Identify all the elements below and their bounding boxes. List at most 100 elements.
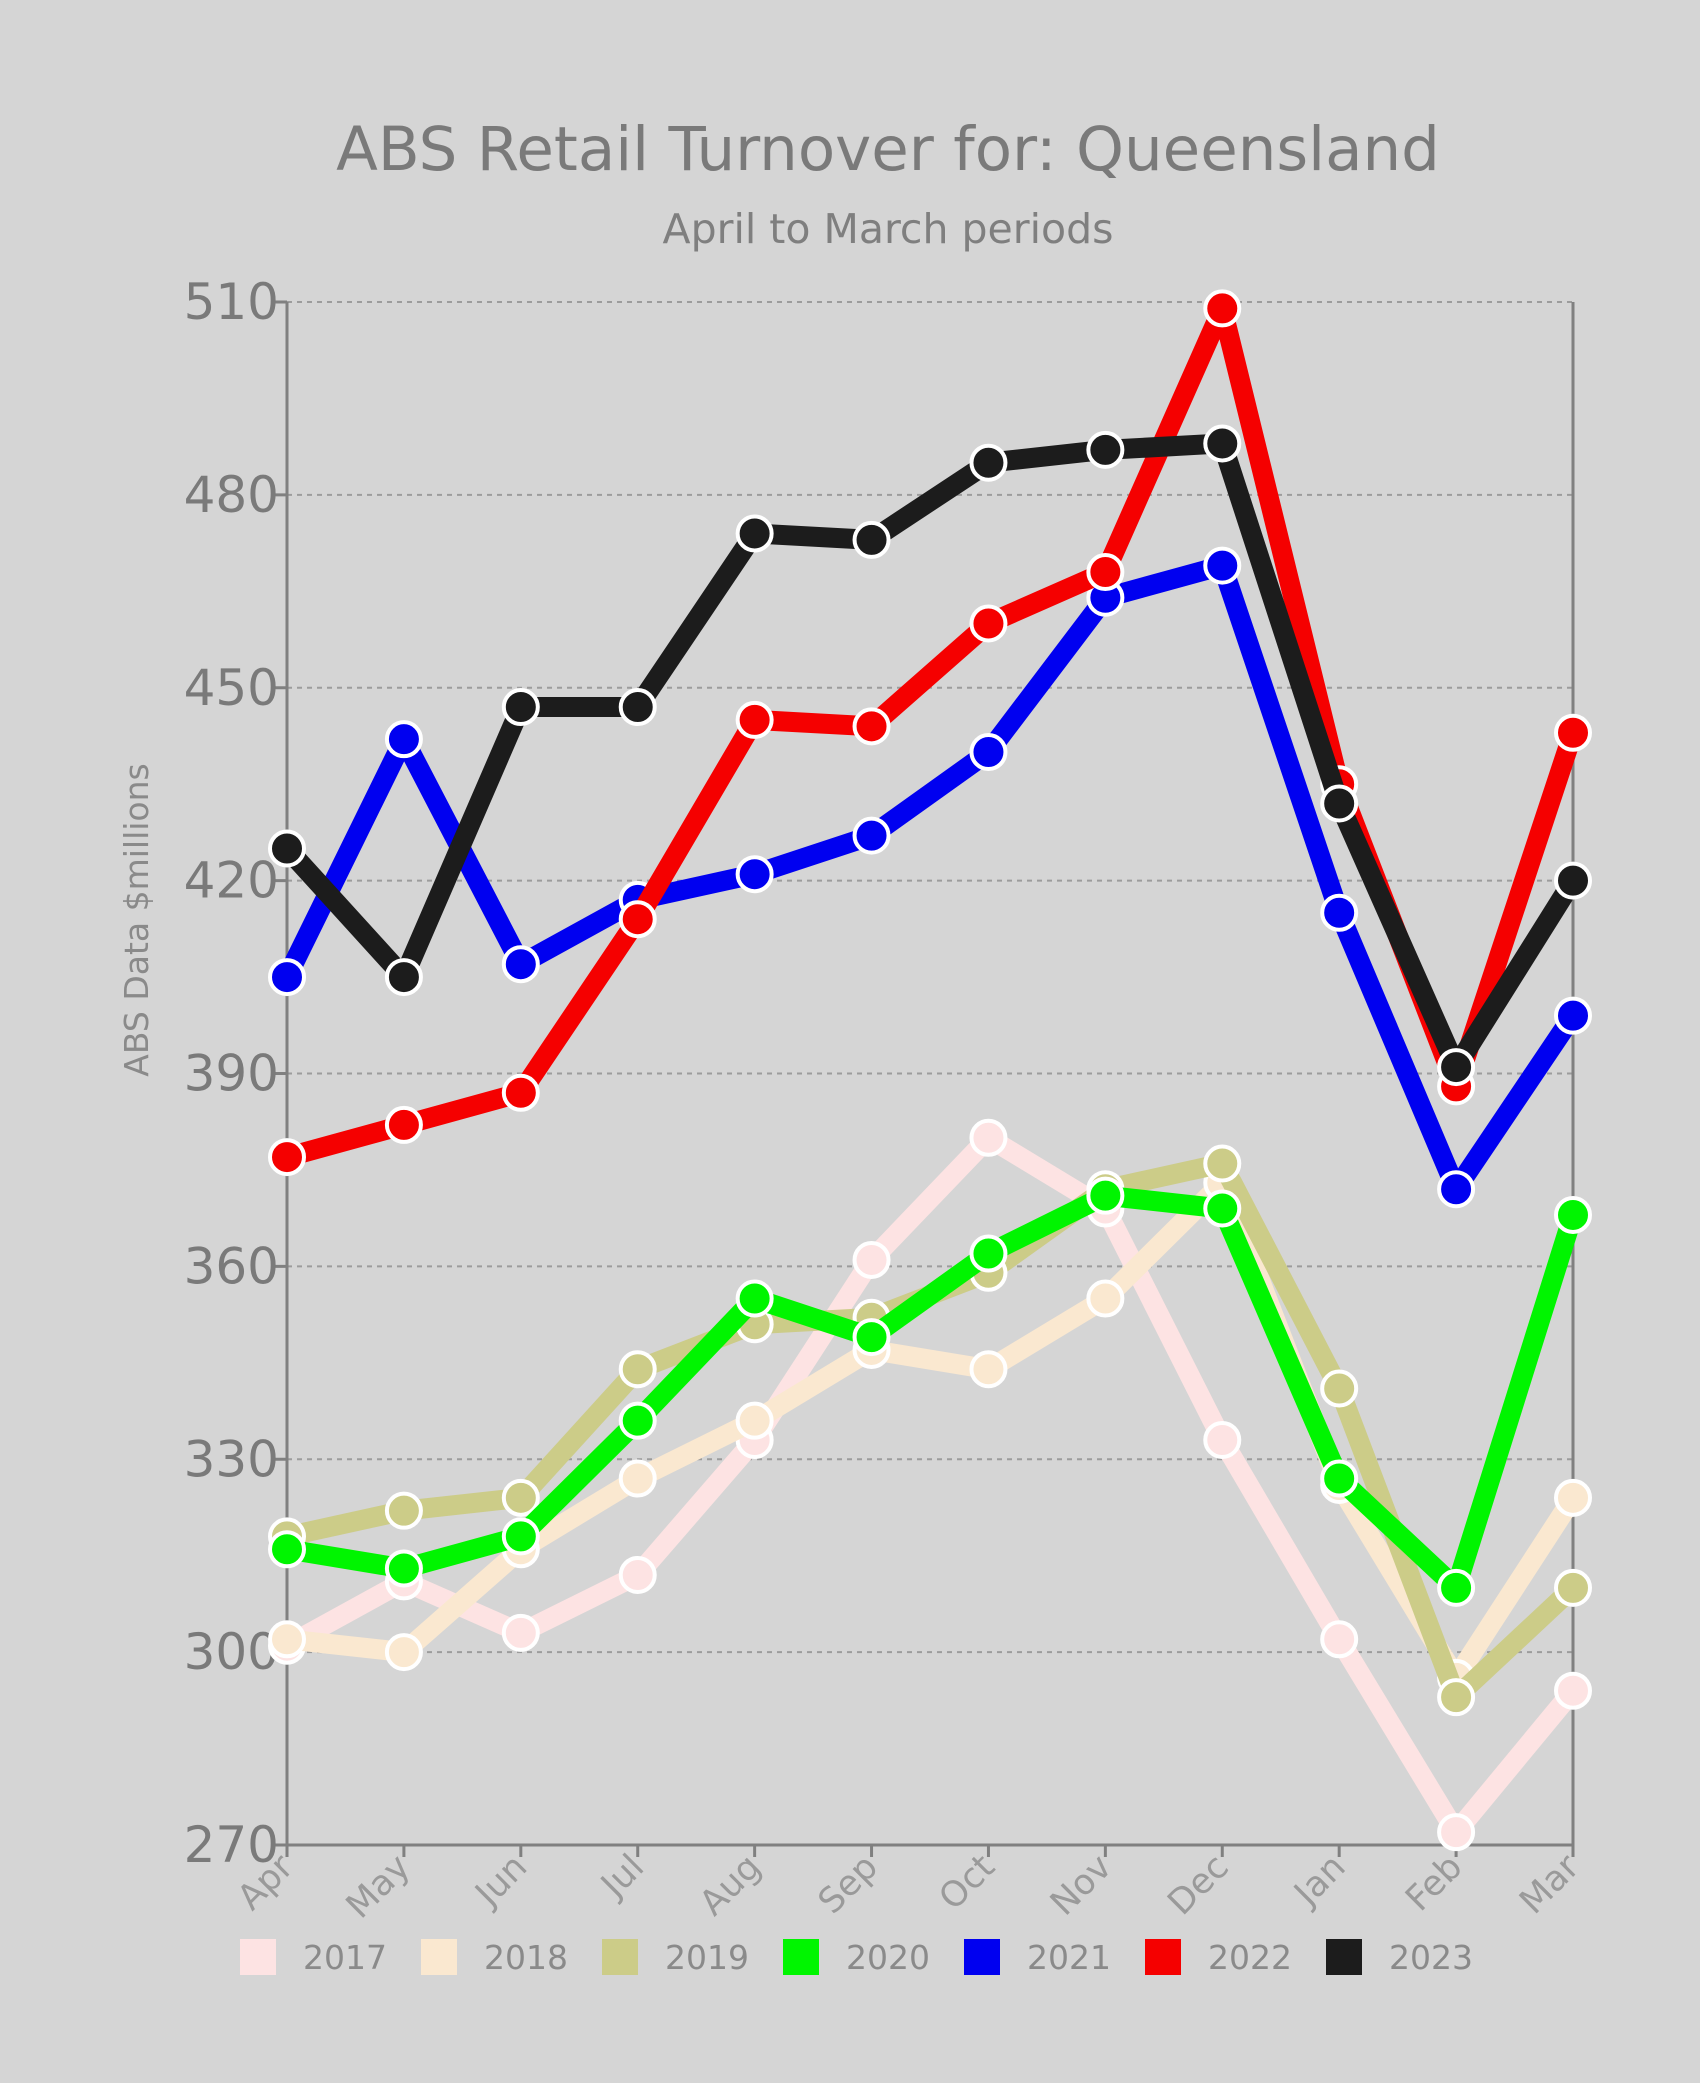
data-point <box>735 1401 774 1440</box>
data-point <box>735 855 774 894</box>
data-point <box>618 688 657 727</box>
y-tick-label: 390 <box>184 1045 279 1103</box>
data-point <box>1203 289 1242 328</box>
data-point <box>1203 424 1242 463</box>
x-tick-label: Aug <box>692 1847 769 1924</box>
x-tick-label: Oct <box>932 1847 1003 1918</box>
series-2020 <box>268 1176 1592 1607</box>
data-point <box>268 958 306 997</box>
data-point <box>1320 1620 1359 1659</box>
series-line-2021 <box>277 555 1583 1200</box>
x-tick-label: Feb <box>1398 1847 1470 1919</box>
data-point <box>1086 1176 1125 1215</box>
data-point <box>1554 1568 1592 1607</box>
series-2022 <box>268 289 1592 1177</box>
data-point <box>852 1318 891 1357</box>
legend-label: 2019 <box>665 1938 749 1977</box>
data-point <box>1437 1048 1476 1087</box>
data-point <box>1320 1459 1359 1498</box>
data-point <box>1554 861 1592 900</box>
legend-swatch <box>421 1939 457 1975</box>
x-tick-label: Jul <box>593 1847 653 1907</box>
series-line-2017 <box>277 1127 1583 1843</box>
y-tick-label: 450 <box>184 659 279 717</box>
data-point <box>384 1491 423 1530</box>
data-point <box>384 958 423 997</box>
series-line-2020 <box>277 1185 1583 1598</box>
data-point <box>384 1549 423 1588</box>
y-tick-label: 330 <box>184 1430 279 1488</box>
legend-swatch <box>783 1939 819 1975</box>
data-point <box>852 816 891 855</box>
data-point <box>1320 893 1359 932</box>
data-point <box>735 514 774 553</box>
data-point <box>1554 1671 1592 1710</box>
legend-label: 2022 <box>1208 1938 1292 1977</box>
data-point <box>618 1350 657 1389</box>
x-tick-label: May <box>339 1847 418 1926</box>
legend-swatch <box>1145 1939 1181 1975</box>
legend-label: 2017 <box>303 1938 387 1977</box>
series-2021 <box>268 546 1592 1209</box>
x-tick-label: Sep <box>811 1847 886 1922</box>
data-point <box>268 1138 306 1177</box>
data-point <box>1203 1189 1242 1228</box>
data-point <box>735 1279 774 1318</box>
legend-label: 2021 <box>1027 1938 1111 1977</box>
data-point <box>384 1105 423 1144</box>
x-tick-label: Mar <box>1512 1847 1587 1922</box>
legend-label: 2023 <box>1389 1938 1473 1977</box>
legend-swatch <box>240 1939 276 1975</box>
data-point <box>618 1401 657 1440</box>
data-point <box>1203 1144 1242 1183</box>
data-point <box>618 1459 657 1498</box>
data-point <box>501 1613 540 1652</box>
gridlines <box>287 301 1573 1846</box>
y-tick-label: 270 <box>184 1816 279 1874</box>
data-point <box>1203 1420 1242 1459</box>
data-point <box>1437 1170 1476 1209</box>
x-tick-label: Jun <box>467 1847 535 1915</box>
data-point <box>501 688 540 727</box>
data-point <box>1554 996 1592 1035</box>
data-point <box>1320 784 1359 823</box>
data-point <box>852 520 891 559</box>
legend-label: 2020 <box>846 1938 930 1977</box>
data-point <box>1086 430 1125 469</box>
series <box>268 289 1592 1852</box>
y-tick-label: 360 <box>184 1237 279 1295</box>
data-point <box>969 1234 1008 1273</box>
data-point <box>735 700 774 739</box>
data-point <box>969 604 1008 643</box>
data-point <box>1437 1813 1476 1852</box>
series-2019 <box>268 1144 1592 1717</box>
data-point <box>852 1240 891 1279</box>
data-point <box>1203 546 1242 585</box>
data-point <box>501 1478 540 1517</box>
data-point <box>969 1350 1008 1389</box>
data-point <box>268 1530 306 1569</box>
legend-swatch <box>1326 1939 1362 1975</box>
data-point <box>501 945 540 984</box>
data-point <box>268 1620 306 1659</box>
data-point <box>384 1633 423 1672</box>
y-tick-label: 420 <box>184 852 279 910</box>
x-tick-labels: Apr May Jun Jul Aug Sep Oct Nov Dec Jan Feb Mar <box>230 1847 1588 1927</box>
axes <box>275 300 1575 1857</box>
series-2017 <box>268 1118 1592 1852</box>
x-tick-label: Dec <box>1160 1847 1236 1923</box>
data-point <box>1086 1279 1125 1318</box>
data-point <box>618 1555 657 1594</box>
y-axis-label: ABS Data $millions <box>117 763 156 1076</box>
y-tick-label: 510 <box>184 273 279 331</box>
series-2023 <box>268 424 1592 1087</box>
data-point <box>1437 1678 1476 1717</box>
data-point <box>1437 1568 1476 1607</box>
series-line-2018 <box>277 1172 1583 1688</box>
data-point <box>852 707 891 746</box>
x-tick-label: Nov <box>1043 1847 1120 1924</box>
data-point <box>1554 713 1592 752</box>
data-point <box>501 1073 540 1112</box>
data-point <box>1086 553 1125 592</box>
